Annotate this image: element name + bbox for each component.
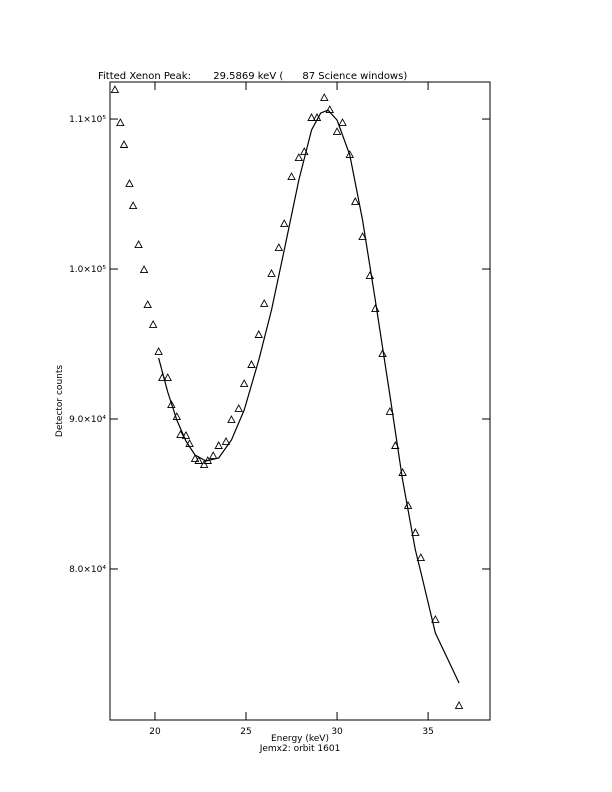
data-point [119, 140, 129, 148]
data-point [307, 113, 316, 121]
data-point [148, 320, 158, 328]
data-point [254, 330, 264, 338]
data-point [247, 360, 256, 368]
data-point [194, 456, 203, 464]
data-point [125, 179, 134, 187]
data-point [454, 700, 464, 709]
data-point [154, 347, 163, 355]
data-point [208, 451, 218, 459]
data-point [385, 406, 395, 415]
data-point [190, 454, 200, 462]
y-tick-label: 9.0×10⁴ [69, 415, 106, 425]
data-point [167, 400, 176, 408]
x-tick-label: 35 [422, 727, 433, 737]
y-tick-label: 8.0×10⁴ [69, 565, 106, 575]
data-point [199, 460, 209, 468]
data-point [128, 201, 138, 209]
plot-frame [109, 81, 491, 721]
data-point [287, 172, 296, 181]
data-point [358, 232, 367, 241]
data-point [279, 219, 289, 227]
data-point [239, 379, 249, 388]
data-point [320, 93, 329, 101]
data-point [163, 373, 172, 382]
data-point [351, 197, 360, 205]
data-point [378, 349, 387, 358]
data-point [143, 300, 152, 308]
data-point [234, 403, 243, 412]
y-tick-label: 1.1×10⁵ [69, 115, 106, 125]
data-point [411, 528, 420, 536]
y-tick-label: 1.0×10⁵ [69, 265, 106, 275]
data-point [221, 436, 231, 445]
y-axis-label: Detector counts [55, 365, 65, 437]
chart-title: Fitted Xenon Peak: 29.5869 keV ( 87 Scie… [98, 71, 407, 82]
data-point [267, 269, 276, 277]
data-point [214, 441, 223, 449]
data-point [110, 85, 120, 94]
x-tick-label: 20 [149, 727, 161, 737]
data-point [274, 243, 284, 251]
data-point [431, 615, 440, 623]
fit-line [158, 109, 460, 684]
data-point [294, 153, 304, 161]
data-point [332, 127, 342, 136]
data-point [416, 553, 426, 561]
data-point [181, 430, 191, 439]
x-tick-label: 30 [331, 727, 343, 737]
data-point [338, 118, 347, 127]
x-axis-label: Energy (keV) [271, 734, 329, 744]
data-point [259, 299, 269, 307]
data-point [227, 415, 236, 423]
data-point [176, 430, 185, 438]
data-point [134, 240, 143, 248]
x-tick-label: 25 [240, 727, 251, 737]
subtitle: Jemx2: orbit 1601 [259, 744, 341, 754]
data-point [139, 265, 149, 274]
data-point [116, 118, 125, 127]
